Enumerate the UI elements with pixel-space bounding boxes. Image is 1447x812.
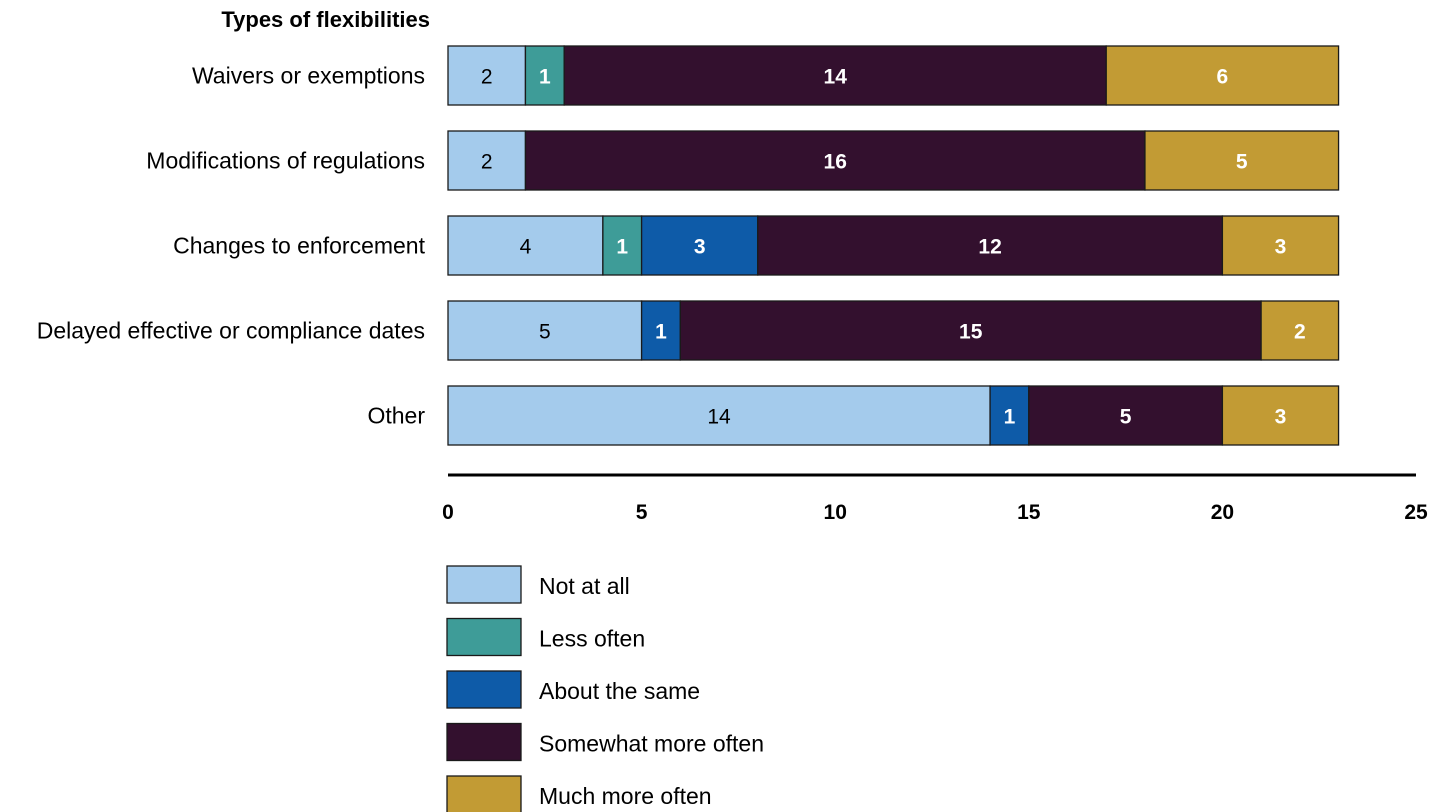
bar-value-label: 14: [707, 406, 731, 429]
bar-value-label: 16: [824, 151, 847, 174]
x-tick-label: 20: [1211, 501, 1234, 524]
bar-value-label: 1: [539, 66, 551, 89]
legend-swatch: [446, 670, 522, 709]
bar-value-label: 1: [655, 321, 667, 344]
bar-segment: [1221, 215, 1340, 276]
legend-label: Less often: [539, 626, 645, 652]
bar-value-label: 14: [824, 66, 848, 89]
x-tick-label: 10: [824, 501, 847, 524]
x-tick-label: 5: [636, 501, 648, 524]
bar-value-label: 2: [481, 66, 493, 89]
bar-value-label: 3: [694, 236, 706, 259]
legend-swatch: [446, 565, 522, 604]
bars-layer: 2 1 14 62 16 54 1 3 12 35 1 15 214 1 5 3: [447, 45, 1340, 446]
category-label: Modifications of regulations: [146, 148, 425, 174]
x-tick-label: 15: [1017, 501, 1041, 524]
bar-value-label: 12: [978, 236, 1001, 259]
category-label: Other: [367, 403, 425, 429]
x-axis-ticks: 0 5 10 15 20 25: [442, 501, 1428, 524]
bar-value-label: 4: [520, 236, 532, 259]
bar-segment: [640, 300, 681, 361]
legend-label: Somewhat more often: [539, 731, 764, 757]
category-label: Changes to enforcement: [173, 233, 425, 259]
bar-segment: [447, 130, 527, 191]
category-labels: Waivers or exemptions Modifications of re…: [37, 63, 426, 429]
bar-value-label: 1: [1004, 406, 1016, 429]
bar-segment: [563, 45, 1107, 106]
bar-segment: [989, 385, 1030, 446]
bar-segment: [1144, 130, 1340, 191]
bar-value-label: 2: [1294, 321, 1306, 344]
x-tick-label: 25: [1404, 501, 1428, 524]
bar-segment: [447, 385, 991, 446]
legend-swatch: [446, 775, 522, 812]
bar-value-label: 1: [616, 236, 628, 259]
bar-value-label: 2: [481, 151, 493, 174]
bar-value-label: 5: [1120, 406, 1132, 429]
bar-value-label: 3: [1275, 406, 1287, 429]
bar-segment: [447, 45, 527, 106]
x-tick-label: 0: [442, 501, 454, 524]
bar-segment: [524, 45, 565, 106]
bar-segment: [447, 300, 643, 361]
bar-value-label: 5: [539, 321, 551, 344]
bar-segment: [1221, 385, 1340, 446]
legend: Not at all Less often About the same Somewh…: [446, 565, 764, 812]
bar-segment: [602, 215, 643, 276]
legend-label: Much more often: [539, 783, 712, 809]
bar-segment: [1260, 300, 1340, 361]
y-axis-heading: Types of flexibilities: [221, 7, 430, 32]
category-label: Waivers or exemptions: [192, 63, 425, 89]
legend-swatch: [446, 617, 522, 657]
bar-segment: [640, 215, 759, 276]
legend-label: Not at all: [539, 573, 630, 599]
legend-label: About the same: [539, 678, 700, 704]
legend-swatch: [446, 722, 522, 762]
bar-value-label: 3: [1275, 236, 1287, 259]
bar-segment: [1105, 45, 1340, 106]
bar-segment: [1028, 385, 1224, 446]
bar-value-label: 5: [1236, 151, 1248, 174]
bar-value-label: 6: [1217, 66, 1229, 89]
category-label: Delayed effective or compliance dates: [37, 318, 425, 344]
bar-segment: [524, 130, 1146, 191]
bar-value-label: 15: [959, 321, 983, 344]
bar-segment: [447, 215, 604, 276]
